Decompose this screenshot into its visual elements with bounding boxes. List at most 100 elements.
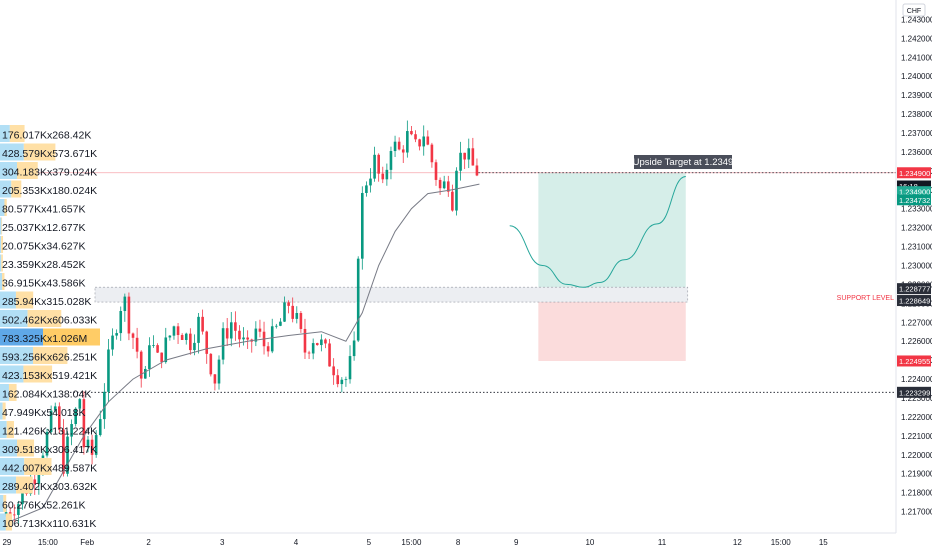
candle-body[interactable]	[324, 339, 327, 344]
candle-body[interactable]	[12, 514, 16, 516]
candle-body[interactable]	[410, 131, 413, 135]
candle-body[interactable]	[201, 316, 204, 332]
candle-body[interactable]	[115, 333, 118, 336]
candle-body[interactable]	[471, 148, 475, 166]
candle-body[interactable]	[393, 141, 397, 152]
candle-body[interactable]	[107, 349, 110, 392]
candle-body[interactable]	[418, 139, 421, 147]
candle-body[interactable]	[373, 154, 376, 179]
candle-body[interactable]	[225, 328, 229, 339]
candle-body[interactable]	[238, 330, 241, 340]
candle-body[interactable]	[279, 321, 282, 326]
candle-body[interactable]	[381, 173, 385, 180]
candle-body[interactable]	[406, 131, 409, 153]
candle-body[interactable]	[426, 136, 430, 145]
candle-body[interactable]	[119, 311, 123, 334]
candle-body[interactable]	[455, 170, 458, 211]
candle-body[interactable]	[160, 352, 163, 363]
candle-body[interactable]	[37, 469, 41, 484]
candle-body[interactable]	[53, 406, 57, 411]
candle-body[interactable]	[332, 366, 335, 376]
candle-body[interactable]	[139, 351, 143, 379]
candle-body[interactable]	[66, 436, 69, 474]
candle-body[interactable]	[103, 391, 106, 420]
price-tag[interactable]	[897, 194, 931, 206]
candle-body[interactable]	[197, 316, 200, 343]
candle-body[interactable]	[258, 328, 262, 332]
candle-body[interactable]	[438, 179, 442, 189]
candle-body[interactable]	[397, 141, 401, 150]
candle-body[interactable]	[328, 343, 331, 367]
candle-body[interactable]	[430, 144, 434, 163]
candle-body[interactable]	[180, 335, 184, 340]
candle-body[interactable]	[229, 322, 233, 339]
price-tag[interactable]	[897, 355, 931, 367]
currency-badge[interactable]: CHF	[902, 3, 926, 17]
candle-body[interactable]	[307, 352, 311, 354]
candle-body[interactable]	[287, 302, 290, 306]
candle-body[interactable]	[49, 410, 53, 432]
candle-body[interactable]	[283, 302, 286, 322]
candle-body[interactable]	[377, 154, 380, 174]
candle-body[interactable]	[82, 399, 86, 448]
candle-body[interactable]	[8, 512, 12, 515]
candle-body[interactable]	[111, 335, 114, 350]
candle-body[interactable]	[459, 152, 462, 171]
candle-body[interactable]	[189, 333, 192, 351]
candle-body[interactable]	[221, 328, 225, 360]
candle-body[interactable]	[463, 152, 466, 160]
candle-body[interactable]	[336, 375, 340, 385]
candle-body[interactable]	[401, 149, 405, 153]
candle-body[interactable]	[98, 419, 102, 436]
candle-body[interactable]	[135, 337, 139, 352]
candle-body[interactable]	[168, 335, 172, 338]
candle-body[interactable]	[205, 331, 209, 354]
candle-body[interactable]	[365, 185, 368, 193]
candle-body[interactable]	[217, 359, 221, 384]
candle-body[interactable]	[94, 435, 98, 455]
candle-body[interactable]	[422, 136, 426, 147]
price-tag[interactable]	[897, 283, 931, 295]
support-zone-band[interactable]	[94, 286, 689, 303]
target-annotation[interactable]: Upside Target at 1.2349	[633, 155, 734, 169]
candle-body[interactable]	[131, 333, 135, 338]
candle-body[interactable]	[266, 346, 270, 352]
candle-body[interactable]	[144, 368, 147, 379]
candle-body[interactable]	[451, 191, 454, 211]
candle-body[interactable]	[356, 258, 360, 341]
candle-body[interactable]	[74, 408, 77, 425]
candle-body[interactable]	[45, 431, 49, 456]
candle-body[interactable]	[164, 337, 168, 363]
candle-body[interactable]	[21, 491, 24, 505]
candle-body[interactable]	[340, 379, 344, 385]
candle-body[interactable]	[90, 439, 94, 455]
moving-average-line[interactable]	[1, 183, 480, 526]
target-zone[interactable]	[538, 172, 686, 289]
candle-body[interactable]	[315, 343, 319, 346]
candle-body[interactable]	[270, 326, 274, 352]
candle-body[interactable]	[389, 151, 393, 170]
candle-body[interactable]	[467, 148, 471, 160]
candle-body[interactable]	[348, 356, 352, 380]
candle-body[interactable]	[234, 322, 237, 331]
candle-body[interactable]	[442, 181, 446, 189]
price-tag[interactable]	[897, 386, 931, 398]
candle-body[interactable]	[246, 337, 249, 340]
candle-body[interactable]	[213, 374, 217, 384]
candle-body[interactable]	[385, 169, 389, 180]
candle-body[interactable]	[369, 178, 372, 186]
candle-body[interactable]	[86, 439, 90, 448]
candle-body[interactable]	[311, 343, 315, 354]
time-axis[interactable]: 29 15:00 Feb 2 3 4 5 15:00 8 9 10 11 12 15:00 15	[2, 538, 828, 547]
candle-body[interactable]	[295, 313, 299, 319]
candle-body[interactable]	[242, 337, 245, 340]
candle-body[interactable]	[172, 326, 176, 336]
candle-body[interactable]	[62, 429, 65, 474]
candle-body[interactable]	[352, 340, 356, 357]
candle-body[interactable]	[254, 328, 258, 342]
candle-body[interactable]	[303, 328, 307, 353]
candle-body[interactable]	[123, 296, 127, 312]
price-tag[interactable]	[897, 167, 931, 179]
price-tag[interactable]	[897, 186, 931, 198]
